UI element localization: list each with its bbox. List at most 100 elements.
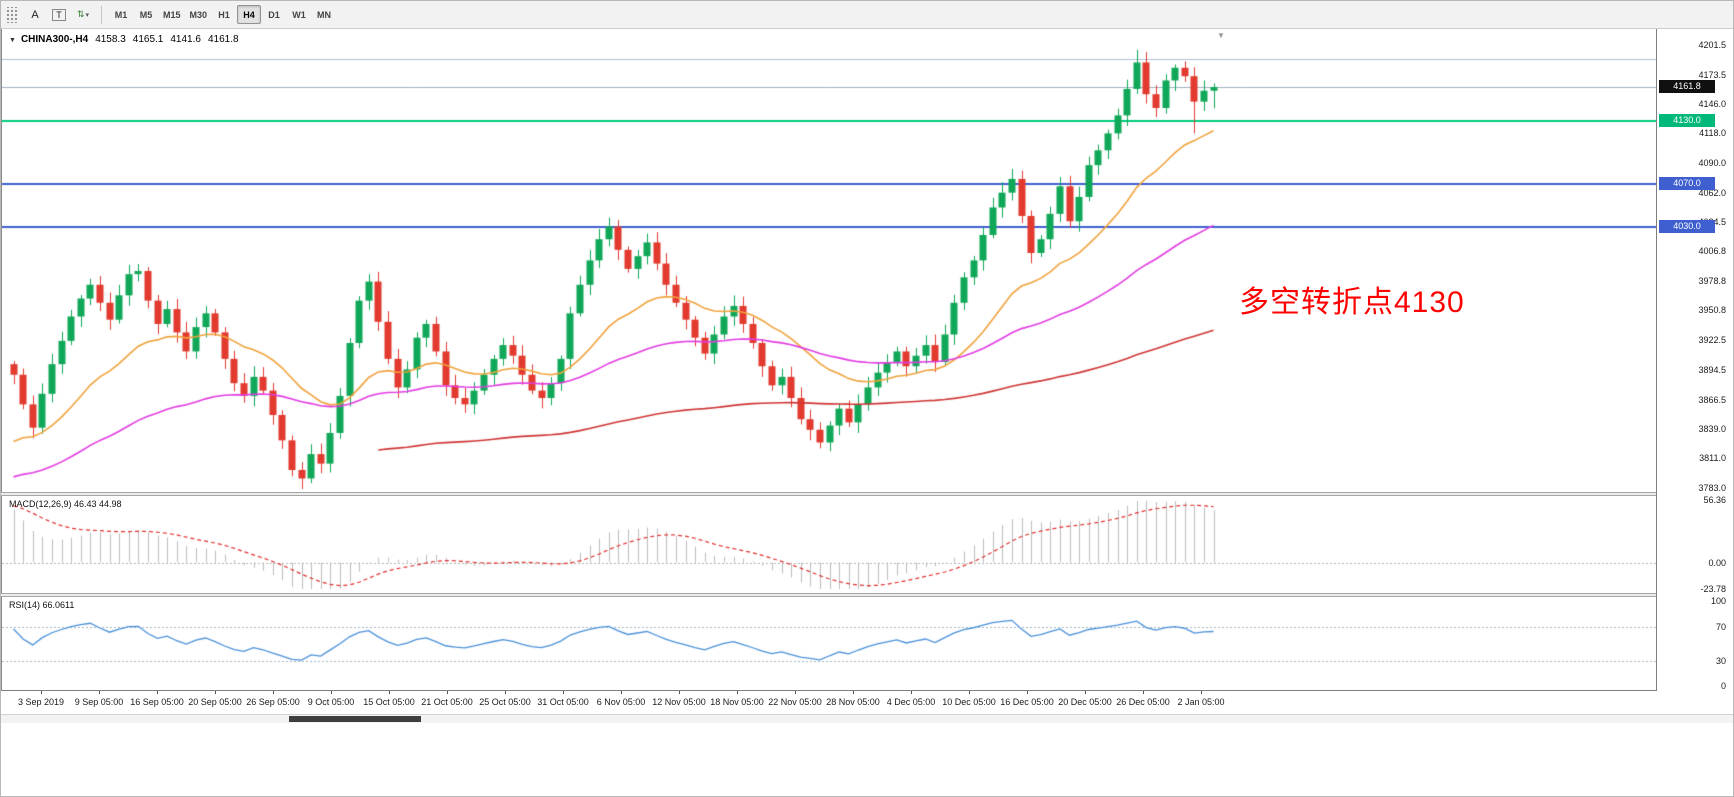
price-tick-label: 4118.0	[1699, 128, 1726, 139]
rsi-scale-label: 70	[1715, 621, 1726, 632]
timeframe-button-d1[interactable]: D1	[268, 9, 280, 20]
time-axis[interactable]: 3 Sep 2019 9 Sep 05:00 16 Sep 05:00 20 Sep …	[1, 690, 1657, 714]
time-axis-tick	[41, 691, 42, 694]
price-tick-label: 3811.0	[1699, 453, 1726, 464]
timeframe-button-w1[interactable]: W1	[292, 9, 306, 20]
time-axis-label: 16 Sep 05:00	[130, 697, 184, 707]
time-axis-tick	[99, 691, 100, 694]
time-axis-tick	[621, 691, 622, 694]
time-axis-label: 6 Nov 05:00	[596, 697, 646, 707]
time-axis-tick	[1143, 691, 1144, 694]
time-axis-tick	[737, 691, 738, 694]
macd-label: MACD(12,26,9) 46.43 44.98	[9, 499, 122, 509]
font-tool-button[interactable]: A	[24, 5, 46, 25]
time-axis-label: 21 Oct 05:00	[421, 697, 473, 707]
font-tool-icon: A	[31, 8, 39, 21]
arrows-icon: ⇅	[76, 9, 85, 19]
time-axis-tick	[795, 691, 796, 694]
timeframe-button-m5[interactable]: M5	[139, 9, 153, 20]
style-dropdown-button[interactable]: ⇅ ▾	[72, 5, 94, 25]
scrollbar-thumb[interactable]	[289, 716, 421, 722]
ohlc-open: 4158.3	[95, 34, 126, 45]
chart-header: ▼ CHINA300-,H4 4158.3 4165.1 4141.6 4161…	[9, 34, 239, 47]
price-tick-label: 3978.8	[1698, 275, 1726, 286]
time-axis-tick	[969, 691, 970, 694]
price-tick-label: 4201.5	[1698, 40, 1726, 50]
time-axis-label: 12 Nov 05:00	[652, 697, 706, 707]
price-axis[interactable]: 4201.54173.54146.04118.04090.04062.04034…	[1656, 29, 1733, 714]
time-axis-tick	[157, 691, 158, 694]
time-axis-tick	[447, 691, 448, 694]
time-axis-label: 26 Sep 05:00	[246, 697, 300, 707]
price-tick-label: 4006.8	[1698, 246, 1726, 257]
chart-left-border	[1, 29, 2, 723]
macd-scale-label: -23.78	[1700, 584, 1726, 594]
price-tick-label: 3839.0	[1698, 423, 1726, 434]
time-axis-label: 22 Nov 05:00	[768, 697, 822, 707]
time-axis-tick	[215, 691, 216, 694]
main-chart-canvas[interactable]	[2, 29, 1657, 492]
time-axis-label: 26 Dec 05:00	[1116, 697, 1170, 707]
timeframe-button-h1[interactable]: H1	[218, 9, 230, 20]
time-axis-label: 16 Dec 05:00	[1000, 697, 1054, 707]
time-axis-label: 20 Sep 05:00	[188, 697, 242, 707]
timeframe-button-h4[interactable]: H4	[237, 5, 262, 24]
price-tick-label: 4062.0	[1698, 187, 1726, 198]
macd-scale-label: 56.36	[1703, 495, 1726, 505]
timeframe-button-m15[interactable]: M15	[163, 9, 181, 20]
toolbar-grip-icon[interactable]	[5, 6, 19, 23]
chart-shift-marker-icon[interactable]: ▼	[1217, 31, 1225, 40]
price-tick-label: 3922.5	[1698, 335, 1726, 346]
dropdown-caret-icon: ▾	[85, 11, 90, 19]
timeframe-button-m30[interactable]: M30	[189, 9, 208, 20]
time-axis-tick	[389, 691, 390, 694]
time-axis-tick	[679, 691, 680, 694]
price-tick-label: 4146.0	[1698, 98, 1726, 109]
timeframe-button-mn[interactable]: MN	[317, 9, 332, 20]
text-tool-icon: T	[52, 8, 66, 21]
time-axis-label: 20 Dec 05:00	[1058, 697, 1112, 707]
time-axis-label: 31 Oct 05:00	[537, 697, 589, 707]
time-axis-tick	[1085, 691, 1086, 694]
time-axis-label: 9 Oct 05:00	[307, 697, 355, 707]
price-badge: 4070.0	[1659, 177, 1715, 191]
toolbar-separator	[101, 5, 102, 24]
time-axis-label: 25 Oct 05:00	[479, 697, 531, 707]
time-axis-tick	[1201, 691, 1202, 694]
toolbar: A T ⇅ ▾ M1 M5 M15 M30 H1 H4 D1 W1 MN	[1, 1, 1733, 29]
macd-canvas[interactable]	[2, 496, 1657, 593]
time-axis-label: 15 Oct 05:00	[363, 697, 415, 707]
macd-scale-label: 0.00	[1708, 557, 1726, 568]
pane-divider-rsi[interactable]	[1, 593, 1656, 597]
time-axis-label: 18 Nov 05:00	[710, 697, 764, 707]
price-badge: 4161.8	[1659, 80, 1715, 94]
ohlc-close: 4161.8	[207, 34, 239, 45]
chart-text-annotation: 多空转折点4130	[1239, 286, 1465, 319]
price-tick-label: 4090.0	[1698, 158, 1726, 169]
rsi-canvas[interactable]	[2, 597, 1657, 690]
rsi-scale-label: 0	[1720, 681, 1726, 691]
time-axis-tick	[331, 691, 332, 694]
price-tick-label: 3866.5	[1698, 394, 1726, 405]
time-axis-tick	[853, 691, 854, 694]
time-axis-tick	[911, 691, 912, 694]
timeframe-group: M1 M5 M15 M30 H1 H4 D1 W1 MN	[109, 5, 336, 24]
text-tool-button[interactable]: T	[48, 5, 70, 25]
price-badge: 4030.0	[1659, 219, 1715, 233]
timeframe-button-m1[interactable]: M1	[114, 9, 128, 20]
symbol-menu-icon[interactable]: ▼	[9, 37, 16, 44]
time-axis-tick	[563, 691, 564, 694]
ohlc-high: 4165.1	[132, 34, 164, 45]
horizontal-scrollbar[interactable]	[1, 714, 1733, 723]
price-tick-label: 3783.0	[1698, 483, 1726, 493]
rsi-scale-label: 100	[1710, 596, 1726, 606]
time-axis-label: 28 Nov 05:00	[826, 697, 880, 707]
time-axis-label: 9 Sep 05:00	[74, 697, 124, 707]
time-axis-label: 10 Dec 05:00	[942, 697, 996, 707]
price-tick-label: 4173.5	[1698, 69, 1726, 80]
symbol-label: CHINA300-,H4	[20, 34, 89, 45]
time-axis-label: 4 Dec 05:00	[886, 697, 936, 707]
time-axis-tick	[1027, 691, 1028, 694]
pane-divider-macd[interactable]	[1, 492, 1656, 496]
rsi-scale-label: 30	[1715, 655, 1726, 666]
